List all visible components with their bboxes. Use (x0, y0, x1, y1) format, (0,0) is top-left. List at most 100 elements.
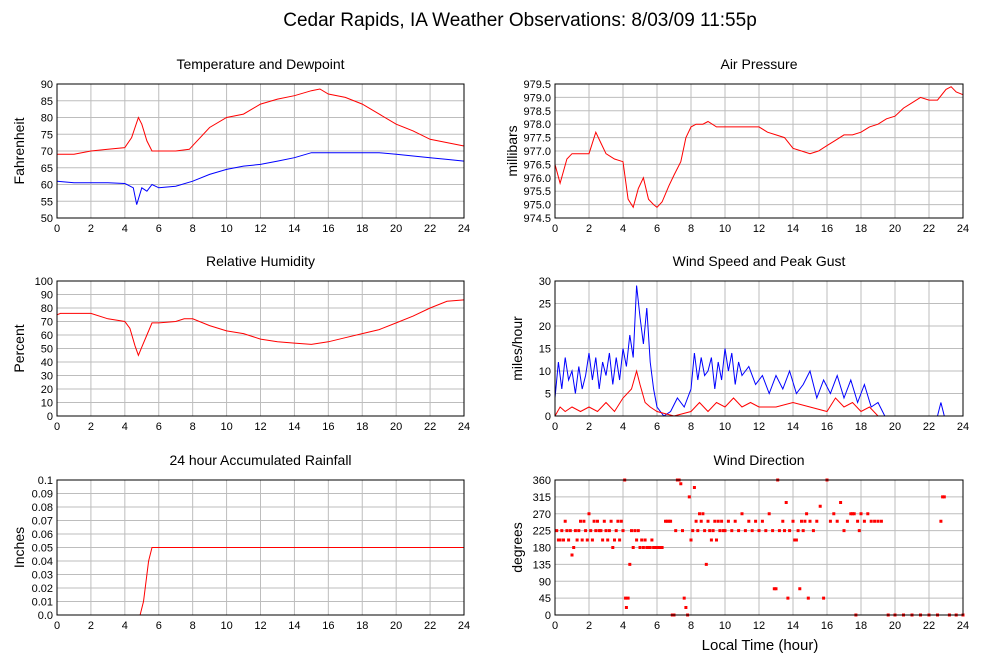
temperature-xtick-label: 18 (356, 223, 368, 235)
direction-point (851, 512, 854, 516)
direction-point (757, 529, 761, 533)
direction-point (682, 596, 686, 600)
direction-point (772, 587, 776, 591)
direction-point (648, 546, 652, 549)
direction-point (788, 529, 792, 533)
pressure-xtick-label: 16 (821, 223, 833, 235)
temperature-ytick-label: 80 (41, 113, 53, 125)
direction-point (567, 538, 571, 542)
temperature-xtick-label: 20 (390, 223, 402, 235)
rainfall-xtick-label: 16 (322, 620, 334, 632)
pressure-xtick-label: 12 (753, 223, 765, 235)
temperature-xtick-label: 14 (288, 223, 300, 235)
direction-point (849, 512, 853, 516)
direction-point (602, 519, 606, 523)
pressure-xtick-label: 4 (620, 223, 626, 235)
direction-point (801, 529, 805, 533)
pressure-xtick-label: 20 (889, 223, 901, 235)
direction-point (876, 519, 880, 523)
direction-point (715, 538, 718, 542)
humidity-ytick-label: 20 (41, 384, 53, 396)
page-title: Cedar Rapids, IA Weather Observations: 8… (283, 10, 757, 31)
wind-xtick-label: 16 (821, 421, 833, 433)
temperature-ytick-label: 55 (41, 196, 53, 208)
rainfall-ytick-label: 0.04 (32, 556, 53, 568)
temperature-ytick-label: 90 (41, 79, 53, 91)
direction-xtick-label: 2 (586, 620, 592, 632)
direction-point (679, 482, 683, 486)
direction-point (647, 546, 650, 549)
direction-point (665, 519, 669, 523)
temperature-ytick-label: 60 (41, 180, 53, 192)
wind-title: Wind Speed and Peak Gust (673, 253, 846, 269)
direction-point (839, 501, 843, 504)
direction-point (597, 529, 601, 533)
direction-point (791, 519, 795, 523)
direction-point (655, 546, 659, 549)
wind-xtick-label: 6 (654, 421, 660, 433)
direction-point (628, 562, 632, 566)
direction-point (556, 538, 560, 542)
direction-point (796, 529, 800, 533)
rainfall-ytick-label: 0.0 (38, 610, 53, 622)
direction-point (658, 546, 662, 549)
direction-point (771, 529, 775, 533)
humidity-xtick-label: 4 (122, 421, 128, 433)
direction-point (760, 519, 764, 523)
rainfall-ytick-label: 0.09 (32, 489, 53, 501)
direction-point (879, 519, 883, 523)
pressure-ytick-label: 976.0 (523, 173, 551, 185)
rainfall-title: 24 hour Accumulated Rainfall (169, 452, 351, 468)
direction-point (652, 546, 656, 549)
direction-point (698, 512, 701, 516)
rainfall-xtick-label: 2 (88, 620, 94, 632)
humidity-xtick-label: 16 (322, 421, 334, 433)
humidity-ytick-label: 100 (35, 276, 53, 288)
direction-ytick-label: 270 (533, 509, 551, 521)
pressure-xtick-label: 2 (586, 223, 592, 235)
temperature-xtick-label: 6 (156, 223, 162, 235)
direction-point (696, 529, 700, 533)
humidity-ytick-label: 40 (41, 357, 53, 369)
rainfall-ylabel: Inches (11, 527, 27, 568)
pressure-xtick-label: 24 (957, 223, 969, 235)
direction-point (584, 529, 588, 533)
humidity-xtick-label: 8 (190, 421, 196, 433)
direction-point (866, 512, 870, 516)
wind-xtick-label: 10 (719, 421, 731, 433)
direction-plot-frame (554, 479, 964, 616)
wind-xtick-label: 8 (688, 421, 694, 433)
direction-point (562, 538, 565, 542)
direction-point (575, 538, 579, 542)
direction-point (857, 529, 861, 533)
direction-point (740, 512, 744, 516)
pressure-ytick-label: 976.5 (523, 159, 551, 171)
wind-ytick-label: 25 (539, 299, 551, 311)
direction-point (859, 512, 863, 516)
humidity-ytick-label: 10 (41, 398, 53, 410)
direction-point (701, 512, 705, 516)
direction-point (635, 538, 639, 542)
direction-title: Wind Direction (713, 452, 804, 468)
wind-xtick-label: 20 (889, 421, 901, 433)
direction-point (754, 519, 758, 523)
direction-point (694, 519, 698, 523)
temperature-xtick-label: 22 (424, 223, 436, 235)
rainfall-plot-frame (56, 479, 465, 616)
direction-point (747, 519, 751, 523)
wind-series-line (554, 369, 963, 417)
pressure-ytick-label: 977.0 (523, 146, 551, 158)
pressure-ytick-label: 979.5 (523, 79, 551, 91)
direction-point (803, 519, 807, 523)
temperature-xtick-label: 0 (54, 223, 60, 235)
direction-point (664, 519, 667, 523)
direction-point (733, 519, 737, 523)
direction-point (687, 495, 691, 499)
temperature-ytick-label: 65 (41, 163, 53, 175)
direction-point (718, 529, 722, 533)
direction-point (618, 538, 622, 542)
direction-point (660, 546, 664, 549)
direction-point (852, 512, 856, 516)
direction-point (613, 538, 616, 542)
